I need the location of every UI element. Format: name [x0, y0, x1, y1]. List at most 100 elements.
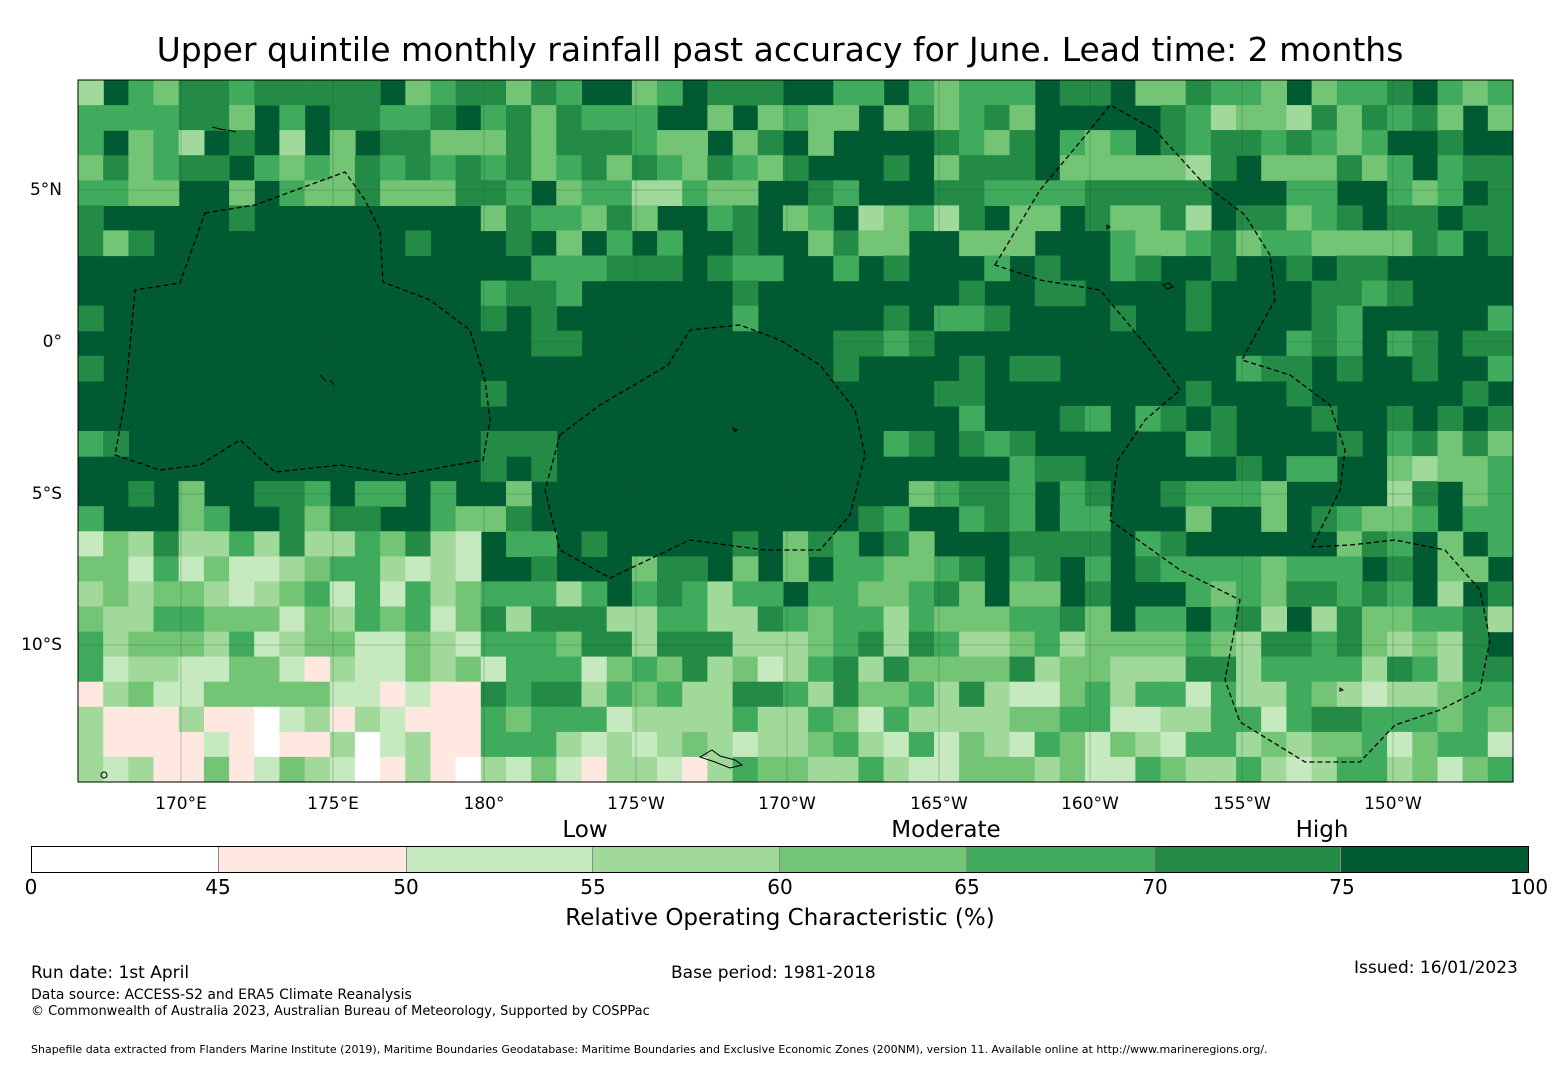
map-cell [1336, 230, 1363, 257]
map-cell [1110, 205, 1136, 232]
map-cell [631, 155, 658, 181]
map-cell [883, 155, 910, 181]
map-cell [78, 756, 104, 783]
map-cell [153, 731, 180, 758]
map-cell [1009, 130, 1036, 156]
map-cell [1311, 681, 1338, 708]
map-cell [455, 631, 482, 658]
map-frame [77, 79, 1514, 783]
map-cell [1009, 581, 1036, 608]
map-cell [631, 556, 658, 583]
map-cell [657, 631, 683, 658]
map-cell [833, 80, 860, 106]
map-cell [556, 681, 583, 708]
map-cell [657, 706, 683, 733]
map-cell [405, 180, 432, 206]
map-cell [858, 556, 885, 583]
map-cell [1185, 105, 1212, 131]
base-period: Base period: 1981-2018 [671, 963, 876, 983]
map-cell [254, 731, 280, 758]
map-cell [78, 656, 104, 683]
map-cell [1286, 581, 1313, 608]
map-cell [631, 756, 658, 783]
map-cell [480, 606, 507, 633]
map-cell [1412, 731, 1439, 758]
map-cell [229, 681, 255, 708]
map-cell [1059, 481, 1086, 507]
map-cell [1336, 581, 1363, 608]
map-cell [1210, 255, 1237, 282]
map-cell [631, 731, 658, 758]
map-cell [707, 606, 734, 633]
map-cell [732, 80, 759, 106]
map-cell [1437, 581, 1464, 608]
map-cell [304, 631, 331, 658]
map-cell [1261, 205, 1287, 232]
map-cell [908, 656, 935, 683]
map-cell [1085, 531, 1111, 557]
map-cell [732, 180, 759, 206]
map-cell [203, 581, 230, 608]
map-cell [1387, 205, 1413, 232]
map-cell [858, 330, 885, 357]
map-cell [506, 531, 532, 557]
map-cell [103, 105, 129, 131]
map-cell [279, 531, 306, 557]
map-cell [1336, 731, 1363, 758]
map-cell [732, 656, 759, 683]
map-cell [782, 556, 809, 583]
map-cell [531, 105, 557, 131]
map-cell [1361, 656, 1388, 683]
map-cell [78, 581, 104, 608]
map-cell [354, 631, 381, 658]
lat-label-10s: 10°S [21, 635, 62, 655]
map-cell [1361, 155, 1388, 181]
map-cell [908, 556, 935, 583]
map-cell [430, 606, 457, 633]
map-cell [1210, 681, 1237, 708]
map-cell [1034, 706, 1061, 733]
map-cell [959, 180, 985, 206]
map-cell [1437, 230, 1464, 257]
map-cell [1160, 606, 1187, 633]
map-cell [1462, 481, 1489, 507]
map-cell [1261, 105, 1287, 131]
map-cell [757, 606, 784, 633]
map-cell [506, 80, 532, 106]
map-cell [732, 681, 759, 708]
map-cell [128, 155, 155, 181]
map-cell [1160, 155, 1187, 181]
map-cell [480, 180, 507, 206]
map-cell [455, 756, 482, 783]
map-cell [178, 155, 205, 181]
map-cell [1059, 681, 1086, 708]
map-cell [757, 155, 784, 181]
map-cell [581, 155, 608, 181]
map-cell [128, 581, 155, 608]
map-cell [1160, 205, 1187, 232]
map-cell [1085, 130, 1111, 156]
map-cell [254, 656, 280, 683]
map-cell [908, 681, 935, 708]
map-cell [1361, 631, 1388, 658]
map-cell [732, 130, 759, 156]
map-cell [1336, 205, 1363, 232]
map-cell [1261, 481, 1287, 507]
map-cell [682, 656, 708, 683]
map-cell [581, 731, 608, 758]
map-cell [858, 581, 885, 608]
map-cell [1412, 706, 1439, 733]
map-cell [430, 556, 457, 583]
map-cell [1059, 405, 1086, 432]
map-cell [1085, 706, 1111, 733]
map-cell [1336, 130, 1363, 156]
map-cell [858, 80, 885, 106]
map-cell [908, 531, 935, 557]
map-cell [480, 731, 507, 758]
map-cell [1462, 155, 1489, 181]
map-cell [1185, 756, 1212, 783]
map-cell [304, 80, 331, 106]
map-cell [657, 556, 683, 583]
map-cell [1361, 230, 1388, 257]
map-cell [1361, 105, 1388, 131]
